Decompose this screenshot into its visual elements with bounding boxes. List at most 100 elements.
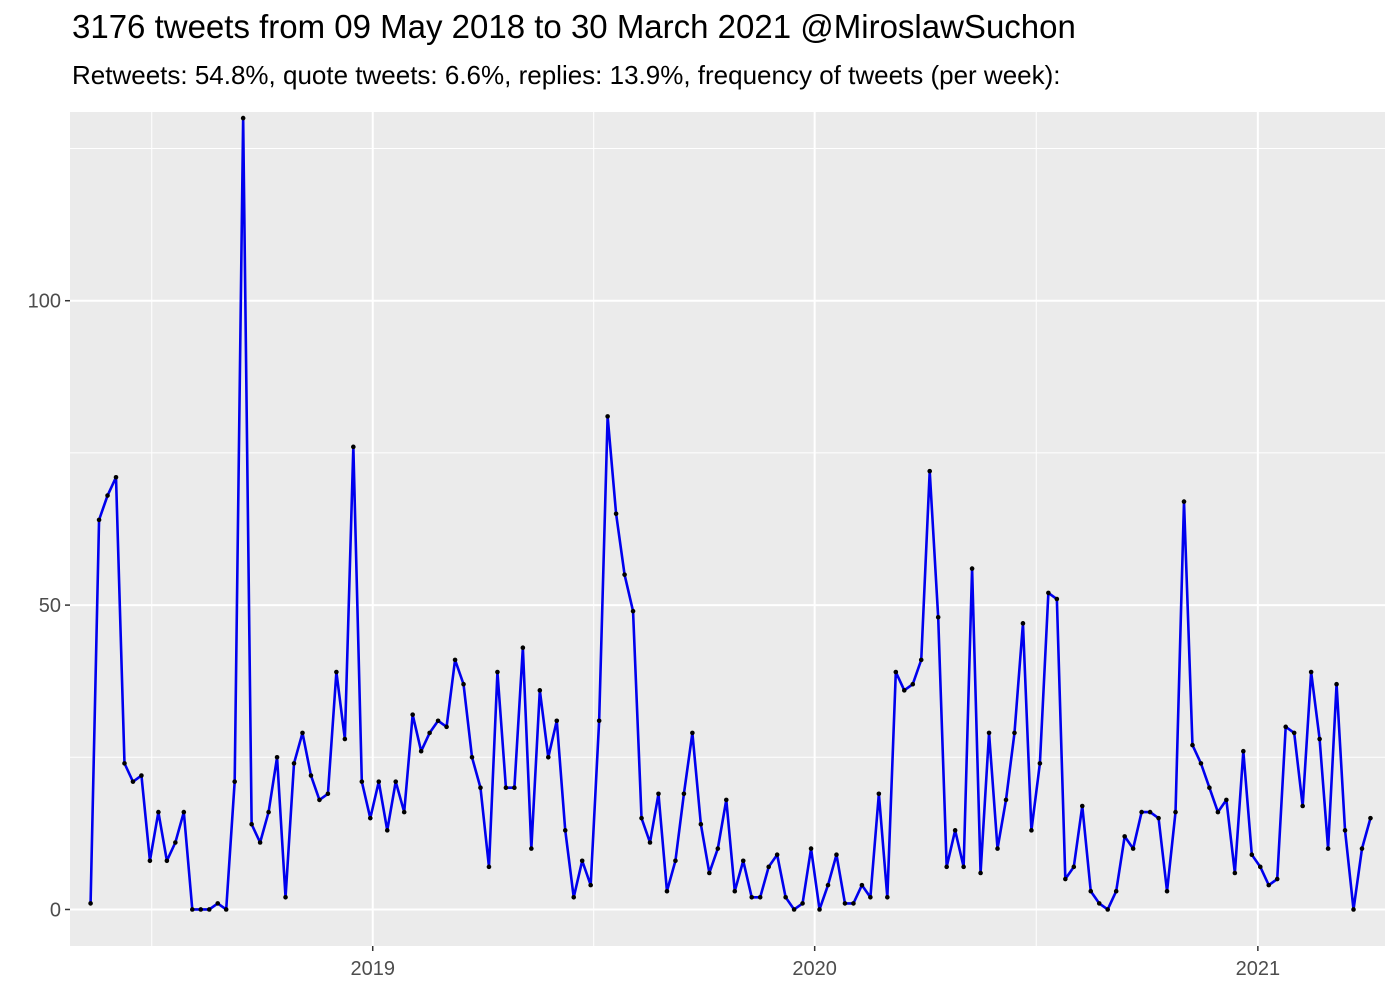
data-point — [664, 888, 670, 894]
data-point — [571, 895, 577, 900]
data-point — [1241, 748, 1246, 754]
data-point — [351, 444, 356, 450]
data-point — [317, 797, 322, 803]
data-point — [215, 901, 221, 906]
data-point — [791, 907, 797, 912]
data-point — [1274, 876, 1280, 882]
data-point — [435, 718, 441, 724]
data-point — [478, 785, 483, 791]
data-point — [300, 730, 305, 736]
data-point — [1063, 876, 1068, 882]
data-point — [1113, 888, 1119, 894]
data-point — [673, 858, 678, 864]
data-point — [190, 907, 195, 912]
data-point — [486, 864, 492, 870]
data-point — [783, 895, 788, 900]
data-point — [1012, 730, 1017, 736]
data-point — [334, 669, 339, 675]
data-point — [876, 791, 882, 797]
data-point — [562, 828, 568, 833]
data-point — [1317, 736, 1322, 742]
data-point — [1359, 846, 1365, 851]
data-point — [749, 895, 755, 900]
data-point — [1130, 846, 1136, 851]
data-point — [291, 761, 297, 766]
data-point — [868, 895, 873, 900]
data-point — [461, 681, 466, 687]
data-point — [757, 895, 763, 900]
data-point — [707, 870, 712, 876]
data-point — [1037, 761, 1043, 766]
data-point — [1232, 870, 1238, 876]
data-point — [952, 828, 958, 833]
data-point — [1173, 809, 1178, 815]
data-point — [681, 791, 687, 797]
data-point — [283, 895, 288, 900]
data-point — [427, 730, 432, 736]
data-point — [206, 907, 212, 912]
data-point — [1249, 852, 1255, 857]
data-point — [88, 901, 93, 906]
y-axis: 0 50 100 — [28, 291, 70, 921]
data-point — [969, 566, 975, 571]
data-point — [1266, 882, 1272, 888]
x-tick-label: 2021 — [1236, 958, 1281, 980]
data-point — [918, 657, 924, 663]
data-point — [842, 901, 848, 906]
data-point — [122, 761, 127, 766]
data-point — [257, 840, 263, 845]
data-point — [1029, 828, 1034, 833]
y-tick-label: 50 — [39, 595, 61, 617]
data-point — [308, 773, 314, 778]
chart-subtitle: Retweets: 54.8%, quote tweets: 6.6%, rep… — [72, 60, 1061, 90]
x-tick-label: 2019 — [350, 958, 395, 980]
data-point — [342, 736, 348, 742]
data-point — [740, 858, 746, 864]
data-point — [851, 901, 856, 906]
series-group — [88, 115, 1373, 912]
data-point — [1046, 590, 1051, 596]
data-point — [240, 115, 246, 121]
data-point — [181, 809, 187, 815]
data-point — [418, 748, 424, 754]
data-point — [401, 809, 407, 815]
data-point — [164, 858, 170, 864]
data-point — [1156, 815, 1161, 821]
data-point — [156, 809, 161, 815]
data-point — [1071, 864, 1077, 870]
data-point — [223, 907, 229, 912]
data-point — [1257, 864, 1263, 870]
data-point — [232, 779, 237, 784]
data-point — [723, 797, 729, 803]
data-point — [469, 754, 475, 760]
data-point — [376, 779, 382, 784]
data-point — [139, 773, 144, 778]
data-point — [825, 882, 831, 888]
data-point — [545, 754, 551, 760]
data-point — [690, 730, 695, 736]
data-point — [647, 840, 653, 845]
data-point — [452, 657, 458, 663]
data-point — [588, 882, 593, 888]
data-point — [1198, 761, 1204, 766]
data-point — [1334, 681, 1339, 687]
data-point — [1122, 834, 1127, 839]
data-point — [105, 493, 110, 498]
data-point — [1283, 724, 1289, 730]
data-point — [986, 730, 992, 736]
data-point — [1096, 901, 1102, 906]
x-tick-label: 2020 — [792, 958, 837, 980]
data-point — [766, 864, 771, 870]
data-point — [596, 718, 602, 724]
y-tick-label: 0 — [50, 899, 61, 921]
data-point — [1079, 803, 1085, 809]
data-point — [554, 718, 560, 724]
data-point — [885, 895, 890, 900]
data-point — [1088, 888, 1094, 894]
data-point — [266, 809, 271, 815]
data-point — [1342, 828, 1348, 833]
data-point — [384, 828, 390, 833]
data-point — [113, 474, 119, 480]
data-point — [147, 858, 153, 864]
data-point — [359, 779, 365, 784]
